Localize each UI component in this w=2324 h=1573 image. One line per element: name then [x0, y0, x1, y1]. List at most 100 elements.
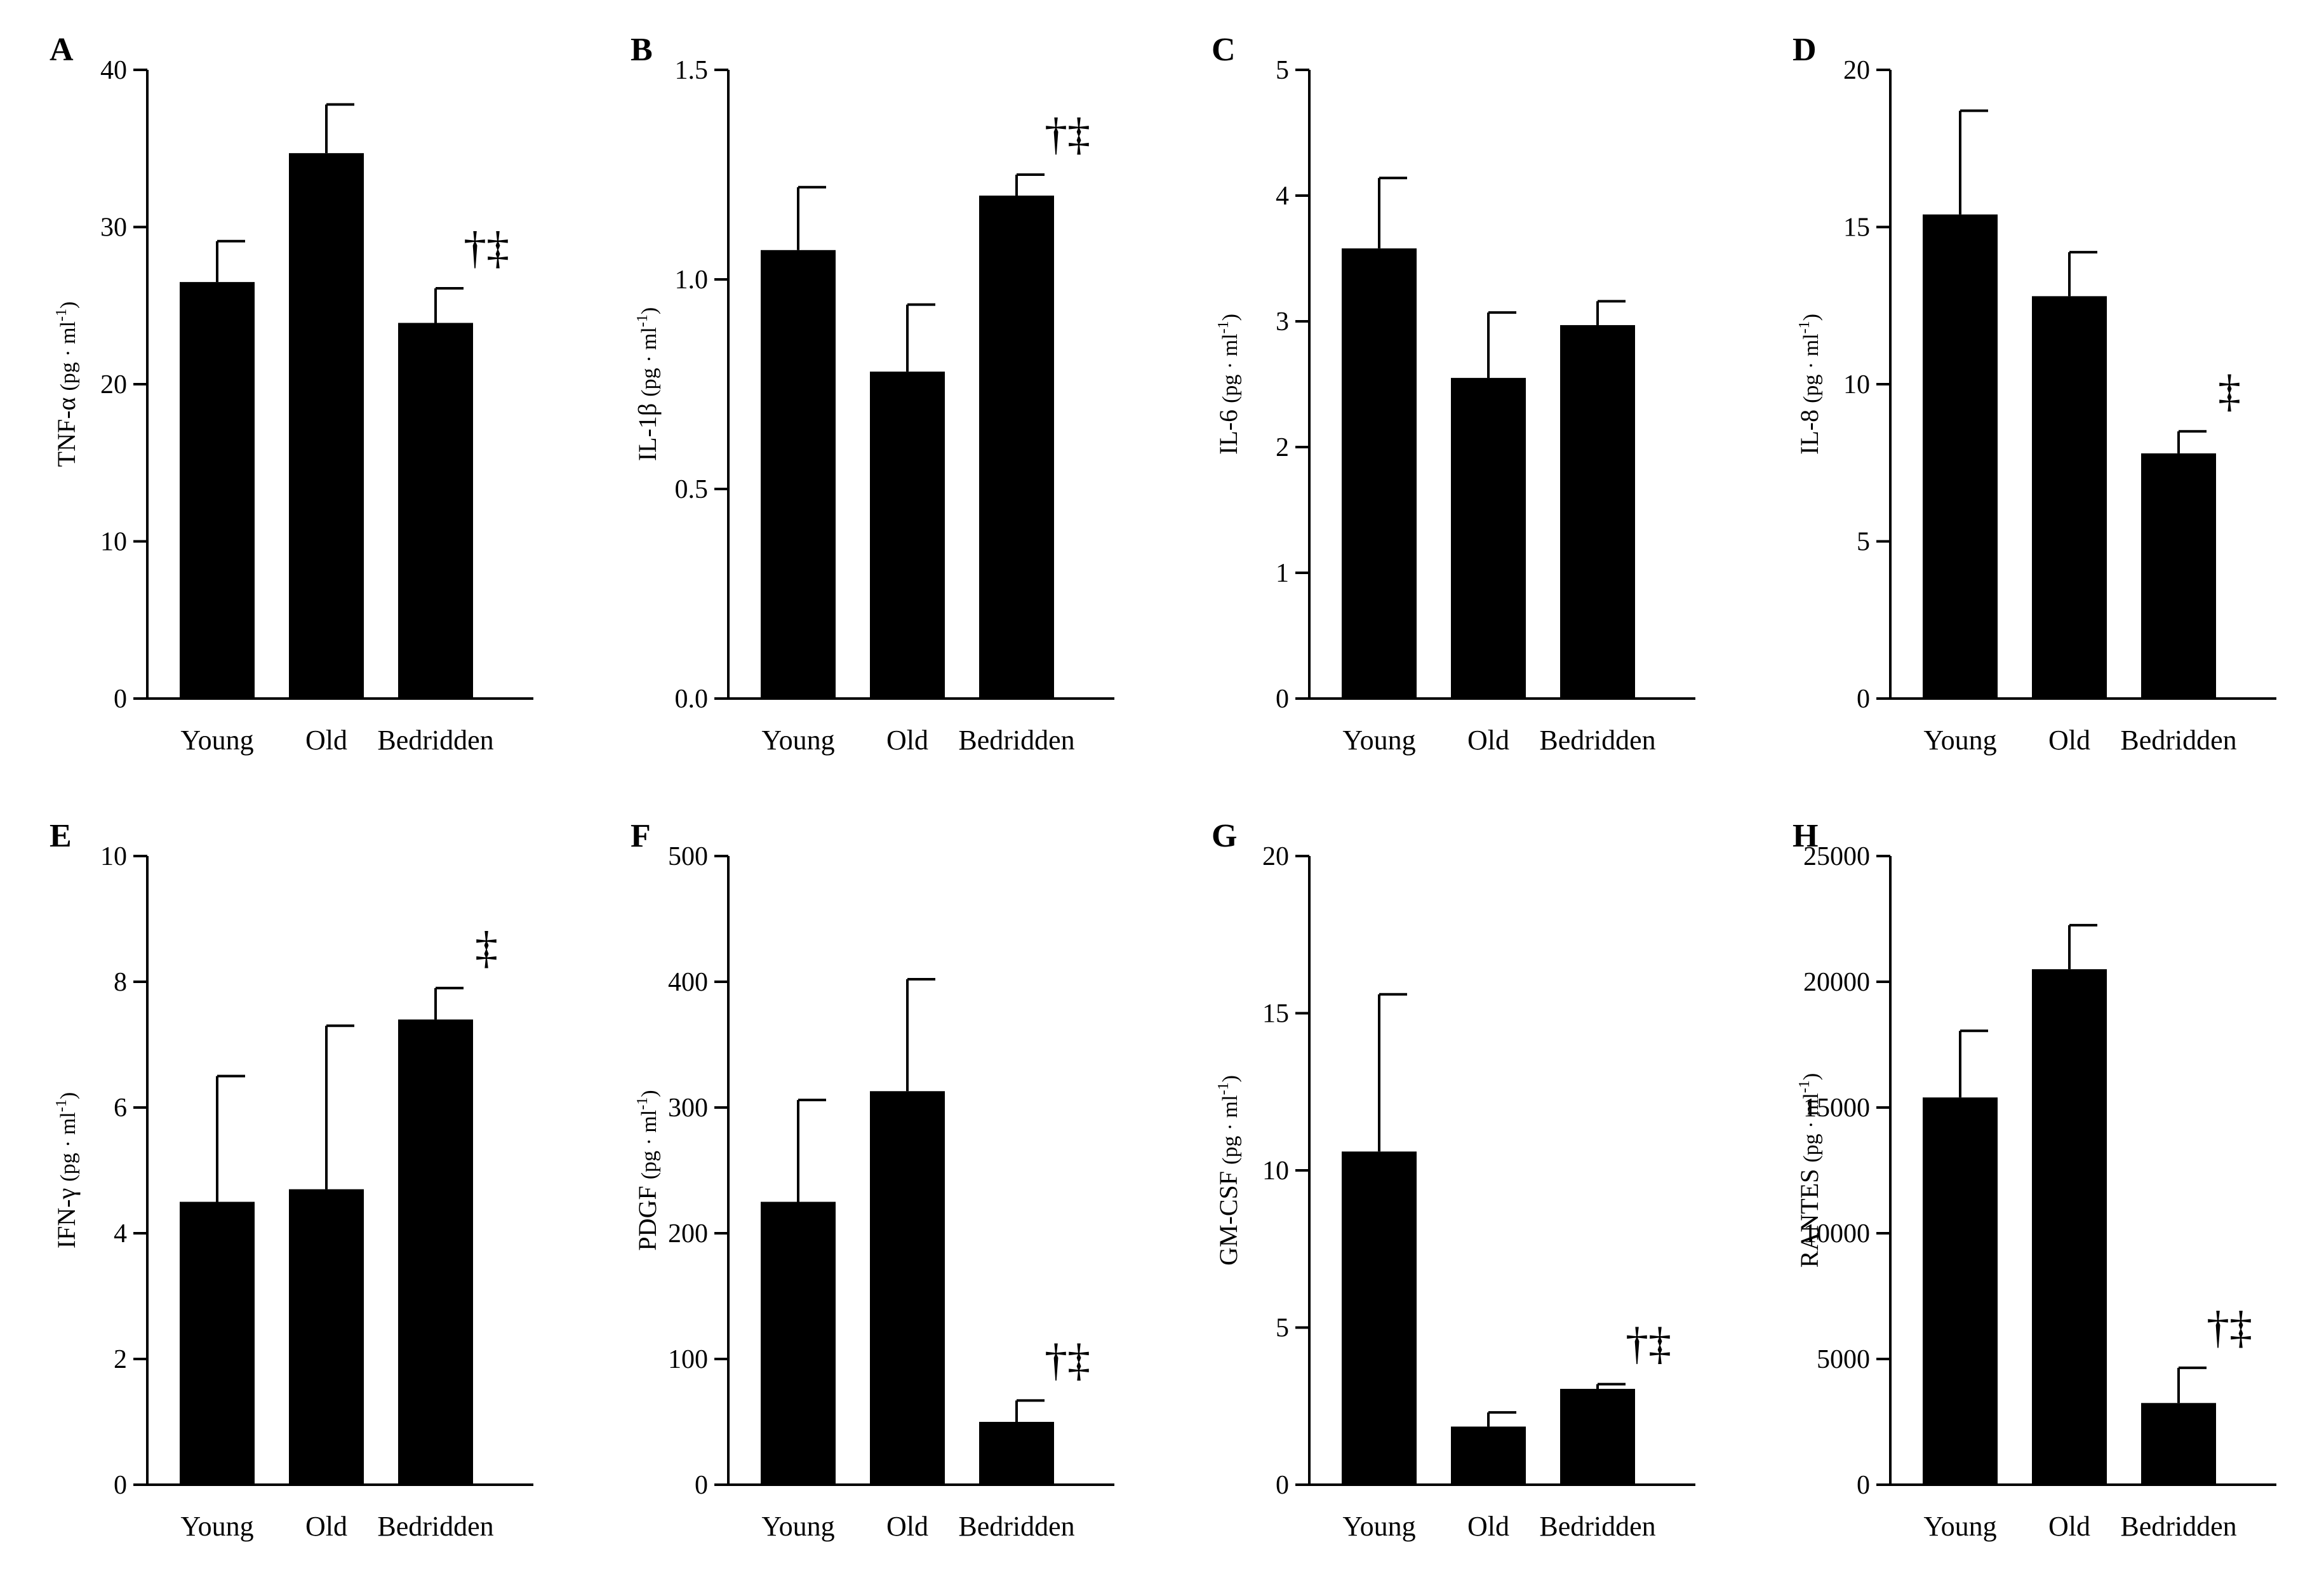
- significance-marker: †‡: [464, 222, 509, 273]
- bar-bedridden: [2141, 1403, 2216, 1485]
- x-tick-label: Old: [886, 725, 928, 756]
- y-axis-label-unit: (pg · ml: [1800, 333, 1823, 403]
- y-axis-label-unit: (pg · ml: [1219, 333, 1242, 403]
- y-tick-label: 5: [1276, 56, 1289, 85]
- y-axis-label: TNF-α (pg · ml-1): [52, 302, 81, 467]
- x-tick-label: Bedridden: [2120, 725, 2236, 756]
- y-tick-label: 0: [1857, 1471, 1870, 1500]
- x-tick-label: Young: [180, 1511, 253, 1542]
- chart-e: E 0 2 4 6 8 10 IFN-γ (pg · ml-1) Young Old Bedridd…: [50, 818, 533, 1542]
- x-tick-label: Old: [886, 1511, 928, 1542]
- y-axis-label: RANTES (pg · ml-1): [1795, 1073, 1824, 1268]
- bar-young: [1342, 1151, 1417, 1485]
- y-tick-label: 0: [695, 1471, 708, 1500]
- bar-bedridden: [1560, 1389, 1635, 1485]
- y-axis-label-close: ): [1800, 314, 1823, 321]
- y-axis-label-name: IFN-γ: [52, 1182, 81, 1248]
- chart-g: G 0 5 10 15 20 GM-CSF (pg · ml-1) Young Old Bedri…: [1212, 818, 1695, 1542]
- y-axis-label-close: ): [638, 1090, 661, 1097]
- y-axis-label-sup: -1: [1796, 321, 1813, 333]
- panel-letter: G: [1212, 818, 1237, 854]
- y-tick-label: 5000: [1817, 1345, 1870, 1374]
- x-tick-label: Bedridden: [2120, 1511, 2236, 1542]
- panel-letter: A: [50, 32, 74, 68]
- y-axis-label-name: IL-8: [1795, 403, 1824, 455]
- y-tick-label: 1: [1276, 559, 1289, 588]
- y-tick-label: 30: [100, 213, 127, 243]
- chart-c: C 0 1 2 3 4 5 IL-6 (pg · ml-1) Young Old Bedridden: [1212, 32, 1695, 756]
- y-axis-label-close: ): [1219, 1075, 1242, 1082]
- y-axis-label-close: ): [57, 302, 80, 309]
- bar-young: [1923, 214, 1998, 699]
- y-tick-label: 15000: [1803, 1094, 1870, 1123]
- bar-old: [870, 1091, 945, 1485]
- y-tick-label: 500: [668, 842, 708, 871]
- bar-young: [761, 1202, 836, 1485]
- y-tick-label: 200: [668, 1219, 708, 1248]
- y-axis-label-name: RANTES: [1795, 1163, 1824, 1268]
- y-tick-label: 1.0: [675, 265, 709, 295]
- y-tick-label: 4: [1276, 182, 1289, 211]
- bar-old: [2032, 969, 2107, 1485]
- significance-marker: †‡: [1045, 109, 1090, 159]
- y-tick-label: 4: [114, 1219, 127, 1248]
- x-tick-label: Young: [1342, 1511, 1415, 1542]
- chart-f: F 0 100 200 300 400 500 PDGF (pg · ml-1) Young Ol…: [631, 818, 1114, 1542]
- y-axis-label-unit: (pg · ml: [57, 321, 80, 391]
- y-tick-label: 400: [668, 968, 708, 997]
- y-tick-label: 5: [1857, 528, 1870, 557]
- x-tick-label: Bedridden: [377, 1511, 493, 1542]
- significance-marker: ‡: [2218, 365, 2241, 416]
- y-tick-label: 0: [1276, 1471, 1289, 1500]
- panel-b: B 0.0 0.5 1.0 1.5 IL-1β (pg · ml-1) Young Old Be…: [581, 0, 1162, 786]
- y-tick-label: 8: [114, 968, 127, 997]
- y-axis-label-close: ): [1800, 1073, 1823, 1080]
- x-tick-label: Young: [1923, 1511, 1996, 1542]
- y-tick-label: 10: [100, 528, 127, 557]
- bar-bedridden: [1560, 325, 1635, 699]
- bar-bedridden: [2141, 453, 2216, 699]
- bar-bedridden: [979, 1422, 1054, 1485]
- y-axis-label-sup: -1: [1796, 1080, 1813, 1093]
- y-tick-label: 0: [114, 685, 127, 714]
- y-axis-label: IL-6 (pg · ml-1): [1214, 314, 1243, 455]
- panel-letter: B: [631, 32, 653, 68]
- significance-marker: †‡: [1045, 1334, 1090, 1385]
- y-axis-label-name: TNF-α: [52, 391, 81, 467]
- y-axis-label: GM-CSF (pg · ml-1): [1214, 1075, 1243, 1266]
- bar-old: [870, 371, 945, 699]
- x-tick-label: Old: [2048, 1511, 2090, 1542]
- significance-marker: ‡: [475, 922, 498, 973]
- x-tick-label: Young: [761, 725, 834, 756]
- x-tick-label: Young: [1923, 725, 1996, 756]
- y-axis-label-unit: (pg · ml: [57, 1112, 80, 1182]
- y-axis-label-unit: (pg · ml: [1800, 1093, 1823, 1163]
- y-tick-label: 300: [668, 1094, 708, 1123]
- y-axis-label-close: ): [638, 307, 661, 314]
- y-axis-label-sup: -1: [53, 1099, 70, 1112]
- y-tick-label: 100: [668, 1345, 708, 1374]
- y-axis-label: IL-1β (pg · ml-1): [633, 307, 662, 461]
- y-tick-label: 20000: [1803, 968, 1870, 997]
- panel-d: D 0 5 10 15 20 IL-8 (pg · ml-1) Young Old Bedridd…: [1743, 0, 2324, 786]
- x-tick-label: Old: [305, 725, 347, 756]
- y-axis-label-sup: -1: [1215, 321, 1232, 333]
- panel-c: C 0 1 2 3 4 5 IL-6 (pg · ml-1) Young Old Bedridden: [1162, 0, 1743, 786]
- y-tick-label: 40: [100, 56, 127, 85]
- bar-young: [180, 1202, 255, 1485]
- y-axis-label-name: PDGF: [633, 1179, 662, 1250]
- panel-h: H 0 5000 10000 15000 20000 25000 RANTES (pg · m…: [1743, 786, 2324, 1572]
- y-tick-label: 20: [100, 370, 127, 399]
- y-tick-label: 1.5: [675, 56, 709, 85]
- bar-old: [289, 153, 364, 699]
- chart-a: A 0 10 20 30 40 TNF-α (pg · ml-1) Young Old Bedri…: [50, 32, 533, 756]
- significance-marker: †‡: [2207, 1302, 2252, 1353]
- bar-old: [1451, 378, 1526, 699]
- panel-e: E 0 2 4 6 8 10 IFN-γ (pg · ml-1) Young Old Bedridd…: [0, 786, 581, 1572]
- y-axis-label-close: ): [57, 1092, 80, 1099]
- bar-bedridden: [979, 196, 1054, 699]
- bar-old: [2032, 296, 2107, 699]
- x-tick-label: Old: [2048, 725, 2090, 756]
- y-tick-label: 0: [1276, 685, 1289, 714]
